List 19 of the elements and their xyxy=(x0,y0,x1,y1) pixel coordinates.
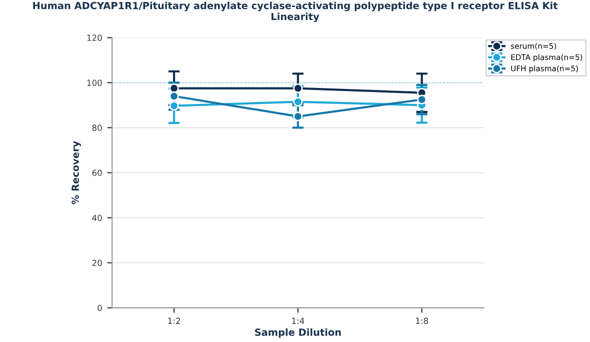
y-tick-label: 80 xyxy=(92,124,102,131)
y-tick-label: 40 xyxy=(92,214,102,222)
x-tick-label: 1:4 xyxy=(292,318,304,324)
y-tick-label: 120 xyxy=(87,34,102,41)
y-tick-label: 0 xyxy=(98,304,102,312)
y-tick-label: 20 xyxy=(92,260,102,266)
point xyxy=(293,112,303,122)
point xyxy=(169,100,179,111)
point xyxy=(293,83,303,94)
y-axis-title: % Recovery xyxy=(72,141,81,204)
point xyxy=(416,94,427,104)
point xyxy=(293,96,303,107)
chart-title: Human ADCYAP1R1/Pituitary adenylate cyclase-activating polypeptide type I receptor ELISA Kit Linearity xyxy=(33,2,558,22)
x-tick-label: 1:2 xyxy=(168,318,180,324)
y-tick-label: 60 xyxy=(92,170,102,176)
x-tick-label: 1:8 xyxy=(416,318,428,324)
x-axis-title: Sample Dilution xyxy=(255,328,341,338)
point xyxy=(169,91,179,102)
y-tick-label: 100 xyxy=(87,80,102,86)
